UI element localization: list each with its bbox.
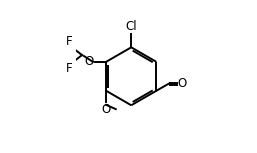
Text: O: O: [177, 76, 187, 90]
Text: F: F: [66, 62, 73, 75]
Text: F: F: [66, 35, 73, 48]
Text: O: O: [85, 55, 94, 68]
Text: O: O: [102, 103, 111, 116]
Text: Cl: Cl: [125, 20, 136, 33]
